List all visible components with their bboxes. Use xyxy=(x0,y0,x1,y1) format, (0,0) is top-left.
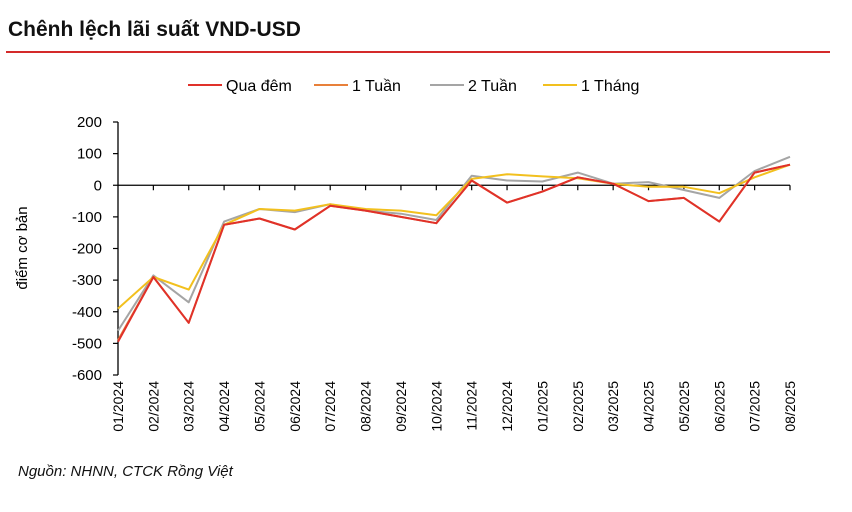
y-tick-label: -300 xyxy=(72,272,102,289)
y-tick-label: 200 xyxy=(77,114,102,131)
x-tick-label: 03/2025 xyxy=(605,381,621,432)
x-tick-label: 06/2025 xyxy=(711,381,727,432)
x-tick-label: 04/2024 xyxy=(216,381,232,432)
y-tick-label: -600 xyxy=(72,367,102,384)
x-tick-label: 06/2024 xyxy=(287,381,303,432)
x-tick-label: 08/2024 xyxy=(358,381,374,432)
y-tick-label: -100 xyxy=(72,209,102,226)
y-tick-label: -500 xyxy=(72,335,102,352)
source-note: Nguồn: NHNN, CTCK Rồng Việt xyxy=(18,463,233,480)
x-tick-label: 05/2025 xyxy=(676,381,692,432)
title-divider xyxy=(6,51,830,53)
y-axis-label: điểm cơ bản xyxy=(14,206,31,289)
x-tick-label: 10/2024 xyxy=(428,381,444,432)
x-tick-label: 03/2024 xyxy=(181,381,197,432)
series-line-2-tuần xyxy=(117,155,791,332)
page-title: Chênh lệch lãi suất VND-USD xyxy=(8,18,301,41)
x-tick-label: 01/2025 xyxy=(534,381,550,432)
y-tick-label: 0 xyxy=(94,177,102,194)
x-tick-label: 02/2025 xyxy=(570,381,586,432)
legend-label: 1 Tuần xyxy=(352,78,401,95)
series-line-1-tháng xyxy=(117,163,791,310)
x-tick-label: 11/2024 xyxy=(464,381,480,431)
x-tick-label: 05/2024 xyxy=(251,381,267,432)
x-tick-label: 07/2025 xyxy=(747,381,763,432)
y-tick-label: 100 xyxy=(77,146,102,163)
legend-label: 2 Tuần xyxy=(468,78,517,95)
x-tick-label: 04/2025 xyxy=(641,381,657,432)
y-tick-label: -400 xyxy=(72,304,102,321)
series-line-qua-đêm xyxy=(117,163,791,343)
x-tick-label: 09/2024 xyxy=(393,381,409,432)
legend-label: 1 Tháng xyxy=(581,78,639,95)
x-tick-label: 08/2025 xyxy=(782,381,798,432)
x-tick-label: 12/2024 xyxy=(499,381,515,432)
x-tick-label: 07/2024 xyxy=(322,381,338,432)
legend-label: Qua đêm xyxy=(226,78,292,95)
x-tick-label: 01/2024 xyxy=(110,381,126,432)
y-tick-label: -200 xyxy=(72,241,102,258)
x-tick-label: 02/2024 xyxy=(145,381,161,432)
